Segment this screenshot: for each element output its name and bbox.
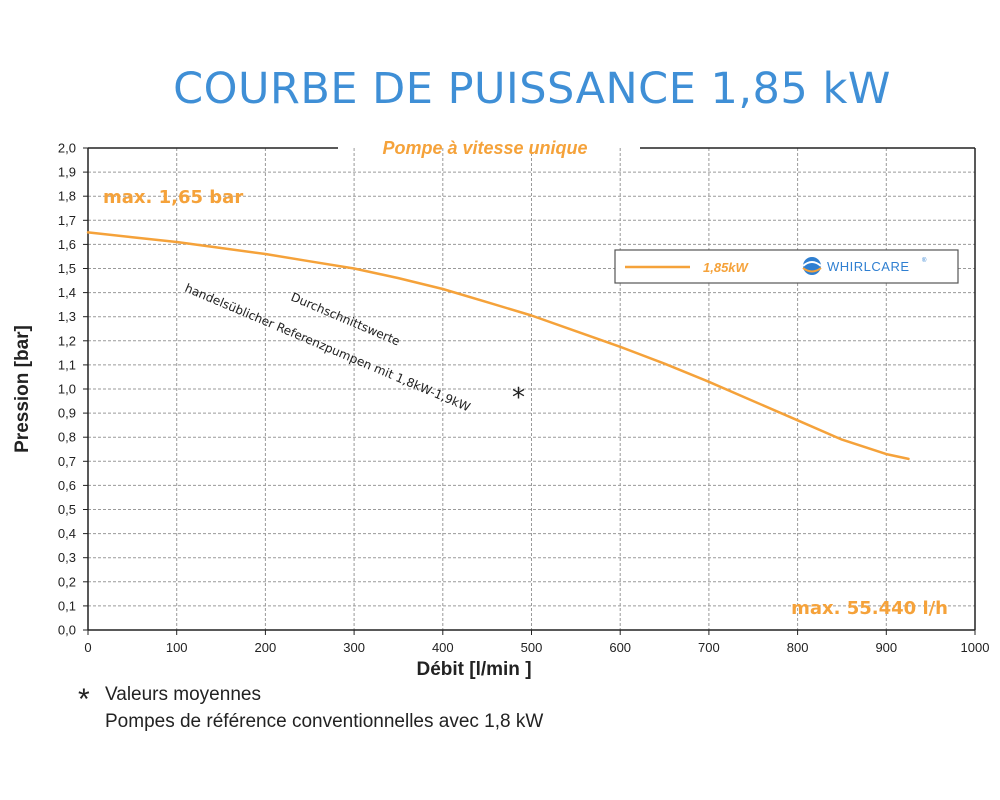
- y-tick-label: 2,0: [58, 141, 76, 156]
- grid-lines: [88, 148, 975, 630]
- series-line-1-85kw: [86, 231, 910, 461]
- chart-title: COURBE DE PUISSANCE 1,85 kW: [173, 64, 891, 114]
- x-tick-label: 300: [343, 640, 365, 655]
- y-tick-label: 1,7: [58, 213, 76, 228]
- legend-brand: WHIRLCARE: [827, 259, 910, 274]
- y-tick-label: 1,4: [58, 285, 76, 300]
- max-pressure-label: max. 1,65 bar: [103, 187, 243, 208]
- x-tick-label: 900: [875, 640, 897, 655]
- y-tick-label: 1,6: [58, 237, 76, 252]
- y-tick-label: 0,4: [58, 526, 76, 541]
- x-tick-label: 700: [698, 640, 720, 655]
- x-tick-label: 400: [432, 640, 454, 655]
- y-tick-label: 1,2: [58, 333, 76, 348]
- y-tick-label: 0,9: [58, 406, 76, 421]
- tick-labels: 0,0 0,1 0,2 0,3 0,4 0,5 0,6 0,7 0,8 0,9 1,0 1,1 1,2 1…: [12, 141, 989, 681]
- y-tick-label: 0,1: [58, 598, 76, 613]
- x-tick-label: 0: [84, 640, 91, 655]
- y-tick-label: 1,0: [58, 382, 76, 397]
- x-tick-label: 100: [166, 640, 188, 655]
- legend-label: 1,85kW: [703, 260, 750, 275]
- x-tick-label: 500: [521, 640, 543, 655]
- footnote-line-2: Pompes de référence conventionnelles ave…: [105, 711, 544, 732]
- reference-note-line-2: handelsüblicher Referenzpumpen mit 1,8kW…: [183, 281, 473, 415]
- brand-logo-swirl-2: [802, 267, 822, 273]
- x-tick-label: 800: [787, 640, 809, 655]
- footnote-marker: *: [78, 683, 90, 716]
- max-flow-label: max. 55.440 l/h: [791, 598, 948, 619]
- brand-logo-swirl: [802, 261, 822, 267]
- y-tick-label: 1,1: [58, 357, 76, 372]
- x-tick-label: 200: [255, 640, 277, 655]
- legend-brand-trademark: ®: [922, 257, 927, 264]
- reference-marker: *: [512, 383, 525, 413]
- y-tick-label: 0,7: [58, 454, 76, 469]
- plot-frame: [83, 147, 976, 635]
- chart-subtitle: Pompe à vitesse unique: [382, 138, 587, 158]
- y-tick-label: 0,0: [58, 623, 76, 638]
- y-tick-label: 1,9: [58, 165, 76, 180]
- y-tick-label: 0,6: [58, 478, 76, 493]
- y-tick-label: 1,5: [58, 261, 76, 276]
- annotations: Pompe à vitesse unique max. 1,65 bar max. …: [103, 138, 948, 619]
- series-lines: [86, 231, 910, 461]
- y-tick-label: 0,2: [58, 574, 76, 589]
- y-tick-label: 0,5: [58, 502, 76, 517]
- x-tick-label: 600: [609, 640, 631, 655]
- y-tick-label: 1,8: [58, 189, 76, 204]
- x-tick-label: 1000: [961, 640, 990, 655]
- legend: 1,85kW WHIRLCARE ®: [614, 249, 959, 284]
- y-tick-label: 1,3: [58, 309, 76, 324]
- footnote-line-1: Valeurs moyennes: [105, 684, 261, 705]
- x-axis-label: Débit [l/min ]: [416, 659, 531, 680]
- y-tick-label: 0,8: [58, 430, 76, 445]
- y-axis-label: Pression [bar]: [12, 325, 33, 453]
- y-tick-label: 0,3: [58, 550, 76, 565]
